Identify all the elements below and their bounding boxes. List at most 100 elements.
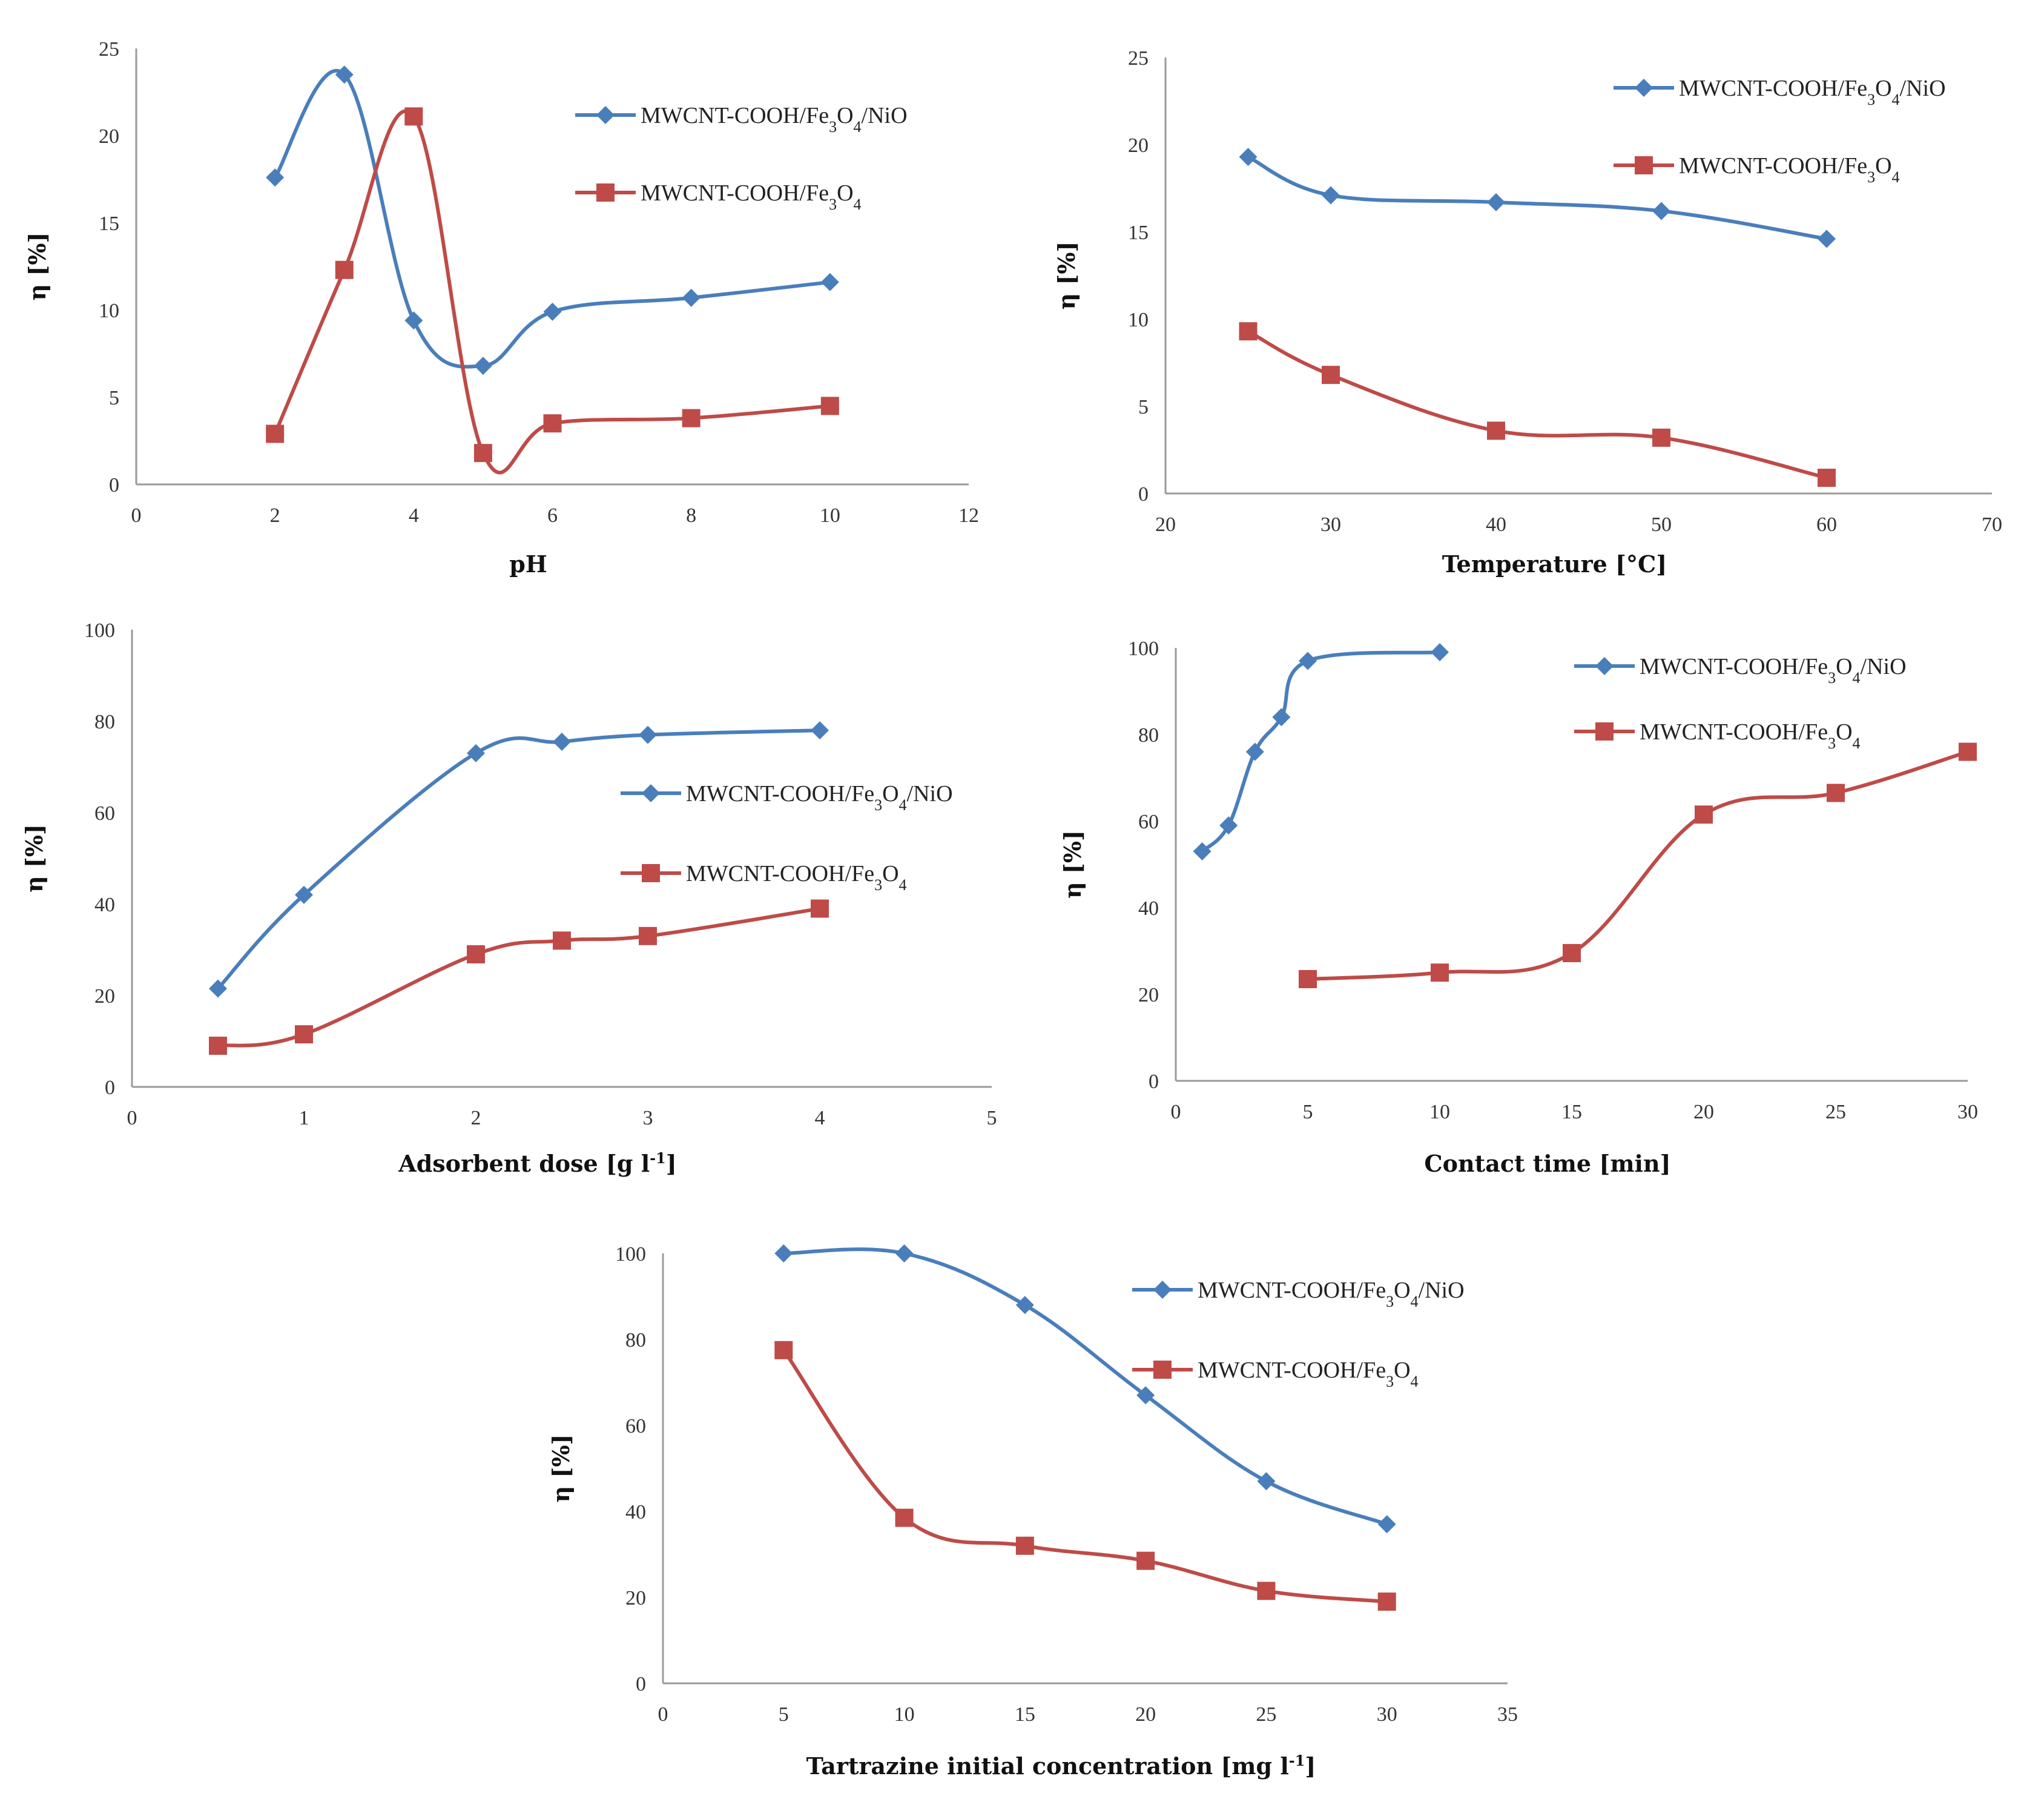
- data-point: [1015, 1536, 1034, 1555]
- y-tick-label: 10: [1128, 309, 1149, 331]
- x-axis-label: Temperature [°C]: [1442, 550, 1667, 578]
- legend-label: MWCNT-COOH/Fe3O4/NiO: [1679, 76, 1946, 108]
- data-point: [1818, 469, 1836, 487]
- y-tick-label: 100: [84, 619, 115, 642]
- y-tick-label: 60: [94, 802, 115, 825]
- legend-marker: [642, 784, 660, 802]
- x-tick-label: 0: [658, 1703, 668, 1726]
- legend-marker: [1153, 1281, 1172, 1299]
- x-tick-label: 25: [1256, 1703, 1276, 1726]
- y-tick-label: 5: [1138, 396, 1149, 418]
- series-line: [782, 1247, 1389, 1526]
- x-tick-label: 5: [779, 1703, 789, 1726]
- x-axis-label: Contact time [min]: [1424, 1150, 1670, 1177]
- y-tick-label: 100: [615, 1243, 646, 1266]
- legend-marker: [1635, 156, 1653, 174]
- data-point: [895, 1508, 914, 1527]
- data-point: [467, 744, 485, 762]
- series-line: [1246, 329, 1828, 480]
- data-point: [811, 721, 829, 740]
- x-tick-label: 10: [1429, 1101, 1450, 1123]
- data-point: [553, 732, 571, 751]
- y-tick-label: 10: [99, 300, 119, 322]
- y-axis-label: η [%]: [24, 233, 51, 301]
- legend-label: MWCNT-COOH/Fe3O4/NiO: [1198, 1278, 1465, 1310]
- data-point: [682, 288, 701, 307]
- legend-label: MWCNT-COOH/Fe3O4: [1640, 719, 1861, 752]
- series-fe3o4: [774, 1341, 1396, 1611]
- data-point: [639, 725, 657, 744]
- x-tick-label: 2: [471, 1107, 481, 1129]
- data-point: [1136, 1386, 1155, 1405]
- legend-marker: [1153, 1361, 1172, 1379]
- data-point: [335, 260, 354, 279]
- x-tick-label: 30: [1377, 1703, 1397, 1726]
- data-point: [266, 424, 285, 443]
- y-tick-label: 20: [1138, 984, 1159, 1006]
- data-point: [811, 899, 829, 918]
- data-point: [295, 1025, 313, 1044]
- data-point: [1695, 805, 1713, 824]
- y-axis-label: η [%]: [21, 824, 48, 893]
- series-nio: [209, 721, 829, 998]
- legend-marker: [642, 864, 660, 882]
- x-tick-label: 40: [1486, 513, 1506, 536]
- data-point: [266, 168, 285, 187]
- x-tick-label: 30: [1320, 513, 1341, 536]
- x-tick-label: 25: [1825, 1101, 1846, 1123]
- legend-entry: MWCNT-COOH/Fe3O4/NiO: [1132, 1278, 1465, 1310]
- series-nio: [774, 1244, 1396, 1534]
- y-tick-label: 25: [1128, 47, 1149, 70]
- data-point: [209, 1037, 227, 1055]
- data-point: [1487, 193, 1505, 212]
- series-nio: [266, 65, 839, 375]
- legend-label: MWCNT-COOH/Fe3O4: [1198, 1358, 1419, 1390]
- y-tick-label: 0: [105, 1077, 115, 1099]
- data-point: [1257, 1582, 1276, 1600]
- data-point: [1563, 944, 1581, 963]
- x-tick-label: 30: [1957, 1101, 1978, 1123]
- legend-entry: MWCNT-COOH/Fe3O4: [621, 861, 907, 894]
- series-line: [1306, 750, 1970, 981]
- legend-entry: MWCNT-COOH/Fe3O4: [1574, 719, 1861, 752]
- legend-label: MWCNT-COOH/Fe3O4: [1679, 153, 1900, 186]
- x-tick-label: 4: [815, 1107, 825, 1129]
- y-tick-label: 25: [99, 38, 119, 61]
- y-tick-label: 0: [1149, 1071, 1159, 1093]
- data-point: [895, 1244, 914, 1262]
- data-point: [1322, 366, 1340, 384]
- data-point: [553, 931, 571, 950]
- x-tick-label: 5: [987, 1107, 997, 1129]
- x-tick-label: 60: [1816, 513, 1837, 536]
- data-point: [1136, 1551, 1155, 1570]
- data-point: [473, 444, 492, 463]
- data-point: [209, 979, 227, 998]
- legend-label: MWCNT-COOH/Fe3O4/NiO: [1640, 654, 1907, 687]
- y-tick-label: 40: [94, 894, 115, 916]
- x-tick-label: 10: [894, 1703, 915, 1726]
- y-tick-label: 80: [1138, 724, 1159, 747]
- data-point: [820, 272, 839, 291]
- series-line: [216, 906, 822, 1048]
- series-fe3o4: [1239, 322, 1836, 487]
- x-tick-label: 5: [1303, 1101, 1313, 1123]
- legend-entry: MWCNT-COOH/Fe3O4: [1614, 153, 1900, 186]
- data-point: [1487, 421, 1505, 440]
- x-tick-label: 0: [131, 504, 142, 527]
- legend-label: MWCNT-COOH/Fe3O4/NiO: [686, 781, 953, 814]
- data-point: [473, 357, 492, 375]
- x-axis-label: Tartrazine initial concentration [mg l-1…: [806, 1752, 1316, 1780]
- x-tick-label: 0: [1171, 1101, 1181, 1123]
- legend-marker: [1595, 722, 1614, 741]
- legend-label: MWCNT-COOH/Fe3O4/NiO: [641, 103, 908, 136]
- chart-temperature: 20 30 40 50 60 70 0 5 10 15 20 25 Temperature [°C] η …: [1053, 47, 2002, 578]
- x-tick-label: 50: [1651, 513, 1672, 536]
- legend-label: MWCNT-COOH/Fe3O4: [641, 180, 862, 213]
- x-tick-label: 6: [547, 504, 558, 527]
- data-point: [1959, 742, 1977, 761]
- data-point: [543, 302, 562, 321]
- y-tick-label: 20: [625, 1587, 646, 1609]
- chart-time: 0 5 10 15 20 25 30 0 20 40 60 80 100 Contact time [mi…: [1059, 638, 1978, 1177]
- data-point: [1219, 816, 1238, 835]
